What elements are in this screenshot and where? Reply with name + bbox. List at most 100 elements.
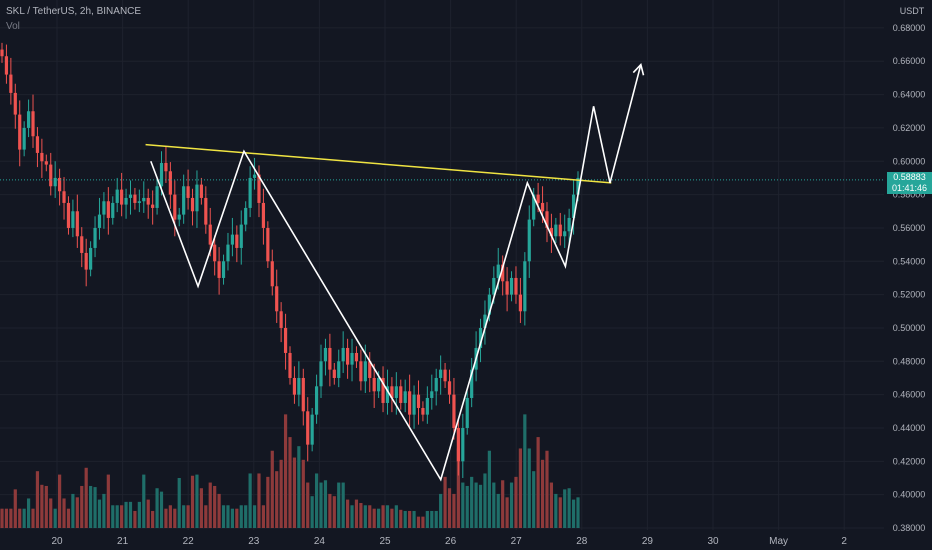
volume-bar — [199, 488, 203, 528]
volume-bar — [40, 484, 44, 528]
time-tick-label: 26 — [445, 536, 457, 547]
volume-bar — [257, 473, 261, 528]
volume-bar — [501, 480, 505, 528]
candle-body — [536, 194, 540, 203]
candle-body — [430, 391, 434, 398]
volume-bar — [523, 414, 527, 528]
volume-bar — [71, 493, 75, 528]
volume-bar — [558, 497, 562, 528]
candle-body — [509, 277, 514, 295]
volume-bar — [332, 496, 336, 528]
candle-body — [456, 427, 460, 462]
volume-bar — [288, 437, 292, 528]
volume-bar — [509, 482, 514, 528]
volume-bar — [297, 446, 301, 528]
candle-body — [84, 252, 88, 270]
trendline-segment[interactable] — [145, 143, 612, 184]
volume-bar — [319, 482, 323, 528]
time-tick-label: 28 — [576, 536, 588, 547]
candle-body — [328, 347, 332, 370]
candle-body — [71, 211, 75, 228]
candle-body — [377, 377, 381, 392]
volume-bar — [306, 482, 310, 528]
candle-body — [137, 201, 141, 203]
volume-bar — [337, 482, 341, 528]
volume-bar — [452, 493, 456, 528]
volume-bar — [182, 505, 186, 528]
volume-bar — [9, 508, 13, 528]
time-tick-label: 30 — [707, 536, 719, 547]
pattern-path[interactable] — [150, 64, 642, 482]
resistance-trendline[interactable] — [145, 143, 612, 184]
time-tick-label: 27 — [511, 536, 523, 547]
volume-bar — [470, 476, 474, 528]
volume-bar — [456, 448, 460, 528]
candle-body — [102, 201, 106, 215]
volume-bar — [266, 476, 270, 528]
price-tick-label: 0.64000 — [893, 90, 926, 100]
volume-bar — [372, 508, 376, 528]
last-price-tag: 0.58883 01:41:46 — [887, 172, 932, 194]
volume-bar — [168, 505, 172, 528]
volume-bar — [536, 437, 540, 528]
volume-bar — [58, 474, 62, 528]
candle-body — [239, 224, 243, 248]
volume-bar — [563, 489, 567, 528]
candle-body — [399, 386, 403, 403]
candle-body — [204, 197, 208, 225]
candle-body — [354, 352, 359, 362]
candle-body — [58, 177, 62, 192]
volume-bar — [173, 508, 177, 528]
time-tick-label: 20 — [51, 536, 63, 547]
volume-bar — [151, 510, 155, 528]
candle-body — [306, 411, 310, 445]
candle-body — [523, 261, 527, 312]
candle-body — [257, 174, 261, 203]
volume-bar — [545, 450, 549, 528]
volume-bar — [439, 493, 443, 528]
volume-bar — [403, 510, 407, 528]
volume-bar — [0, 508, 4, 528]
candle-body — [567, 217, 571, 232]
volume-bar — [283, 414, 288, 528]
volume-bar — [540, 459, 545, 528]
candle-body — [310, 414, 314, 445]
volume-bar — [230, 508, 234, 528]
volume-bar — [359, 503, 363, 528]
candle-body — [235, 234, 239, 248]
symbol-title[interactable]: SKL / TetherUS, 2h, BINANCE — [6, 6, 142, 17]
candle-body — [66, 202, 71, 228]
candle-body — [151, 204, 155, 208]
candle-body — [447, 381, 452, 395]
time-axis[interactable]: 20 21 22 23 24 25 26 27 28 29 30 May 2 — [51, 536, 847, 547]
time-tick-label: 25 — [379, 536, 391, 547]
volume-bar — [49, 498, 53, 528]
price-tick-label: 0.46000 — [893, 390, 926, 400]
volume-bar — [567, 488, 571, 528]
candle-body — [208, 224, 212, 245]
price-tick-label: 0.50000 — [893, 323, 926, 333]
candle-body — [558, 224, 562, 237]
volume-bar — [26, 498, 31, 528]
volume-bar — [363, 505, 367, 528]
volume-bar — [341, 482, 345, 528]
candle-body — [532, 194, 536, 220]
price-tick-label: 0.38000 — [893, 523, 926, 533]
volume-bar — [164, 508, 168, 528]
time-tick-label: May — [769, 536, 788, 547]
candle-body — [40, 152, 44, 162]
volume-bar — [93, 487, 97, 528]
price-axis[interactable]: USDT 0.68000 0.66000 0.64000 0.62000 0.60000… — [893, 6, 926, 533]
candle-body — [394, 386, 398, 398]
volume-bar — [195, 474, 199, 528]
candle-body — [230, 234, 234, 245]
candlesticks — [0, 42, 580, 478]
pattern-projection[interactable] — [150, 62, 645, 482]
volume-bar — [120, 505, 124, 528]
candle-body — [199, 184, 203, 198]
volume-bar — [106, 474, 110, 528]
time-tick-label: 22 — [183, 536, 195, 547]
candle-body — [4, 56, 9, 75]
candle-body — [248, 177, 252, 208]
